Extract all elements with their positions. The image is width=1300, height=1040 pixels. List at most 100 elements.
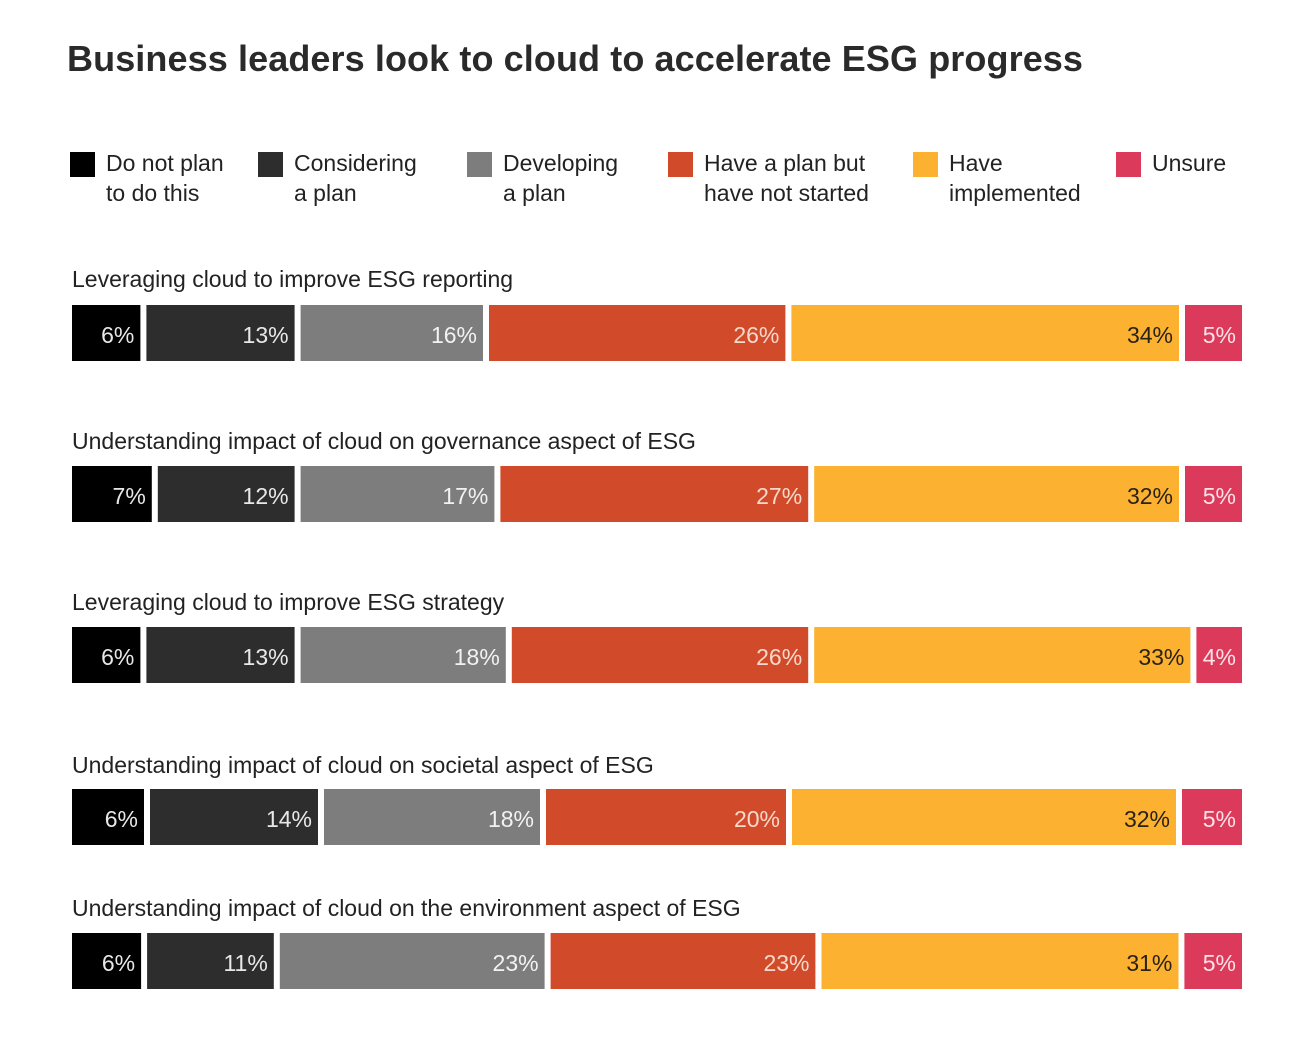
- bar-value-label: 17%: [442, 483, 488, 509]
- bar-rect: [324, 789, 540, 845]
- bar-segment: 4%: [1196, 627, 1242, 683]
- bar-rect: [1185, 466, 1242, 522]
- bar-segment: 5%: [1185, 305, 1242, 361]
- bar-value-label: 20%: [734, 806, 780, 832]
- bar-rect: [1196, 627, 1242, 683]
- bar-rect: [147, 933, 274, 989]
- bar-rect: [146, 305, 295, 361]
- bar-segment: 34%: [791, 305, 1179, 361]
- legend-label: Developing a plan: [503, 150, 619, 206]
- bar-rect: [821, 933, 1179, 989]
- bar-value-label: 13%: [243, 644, 289, 670]
- bar-segment: 16%: [300, 305, 483, 361]
- row-label: Leveraging cloud to improve ESG strategy: [72, 589, 505, 615]
- bar-rect: [511, 627, 809, 683]
- bar-rect: [72, 627, 141, 683]
- legend-swatch: [1116, 152, 1141, 177]
- bar-rect: [300, 627, 506, 683]
- bar-segment: 6%: [72, 789, 144, 845]
- bar-segment: 17%: [300, 466, 495, 522]
- bar-segment: 27%: [500, 466, 809, 522]
- row-label: Leveraging cloud to improve ESG reportin…: [72, 266, 513, 292]
- legend-item-plan-not-started: Have a plan but have not started: [668, 148, 869, 208]
- bar-rect: [279, 933, 545, 989]
- bar-value-label: 13%: [243, 322, 289, 348]
- row-label: Understanding impact of cloud on societa…: [72, 752, 654, 778]
- bar-segment: 14%: [150, 789, 318, 845]
- bar-value-label: 26%: [756, 644, 802, 670]
- bar-segment: 13%: [146, 305, 295, 361]
- bar-value-label: 4%: [1203, 644, 1236, 670]
- bar-value-label: 32%: [1124, 806, 1170, 832]
- bar-segment: 6%: [72, 627, 141, 683]
- bar-segment: 5%: [1185, 466, 1242, 522]
- bar-rect: [157, 466, 295, 522]
- bar-segment: 33%: [814, 627, 1191, 683]
- bar-segment: 7%: [72, 466, 152, 522]
- bar-value-label: 6%: [105, 806, 138, 832]
- bar-value-label: 26%: [733, 322, 779, 348]
- bar-rect: [72, 933, 142, 989]
- bar-value-label: 6%: [101, 322, 134, 348]
- bar-rect: [489, 305, 786, 361]
- bar-rect: [1184, 933, 1242, 989]
- legend-swatch: [467, 152, 492, 177]
- legend-swatch: [913, 152, 938, 177]
- bar-value-label: 7%: [113, 483, 146, 509]
- bar-segment: 26%: [489, 305, 786, 361]
- bar-value-label: 6%: [102, 950, 135, 976]
- bar-rect: [72, 305, 141, 361]
- bar-rect: [500, 466, 809, 522]
- bar-value-label: 23%: [493, 950, 539, 976]
- row-label: Understanding impact of cloud on the env…: [72, 895, 741, 921]
- legend-item-do-not-plan: Do not plan to do this: [70, 148, 224, 208]
- bar-segment: 32%: [792, 789, 1176, 845]
- legend-swatch: [258, 152, 283, 177]
- bar-value-label: 16%: [431, 322, 477, 348]
- bar-segment: 31%: [821, 933, 1179, 989]
- bar-value-label: 23%: [763, 950, 809, 976]
- bar-value-label: 5%: [1203, 806, 1236, 832]
- legend-label: Have a plan but have not started: [704, 150, 869, 206]
- bar-segment: 11%: [147, 933, 274, 989]
- bar-segment: 18%: [324, 789, 540, 845]
- row-label: Understanding impact of cloud on governa…: [72, 428, 696, 454]
- bar-rect: [814, 466, 1179, 522]
- bar-rect: [300, 305, 483, 361]
- legend-item-implemented: Have implemented: [913, 148, 1081, 208]
- bar-rect: [546, 789, 786, 845]
- legend: Do not plan to do this Considering a pla…: [0, 148, 1300, 218]
- bar-value-label: 27%: [756, 483, 802, 509]
- legend-label: Considering a plan: [294, 150, 417, 206]
- bar-segment: 26%: [511, 627, 809, 683]
- bar-rect: [1185, 305, 1242, 361]
- bar-segment: 23%: [550, 933, 816, 989]
- bar-rect: [72, 789, 144, 845]
- bar-rect: [792, 789, 1176, 845]
- bar-value-label: 6%: [101, 644, 134, 670]
- bar-segment: 20%: [546, 789, 786, 845]
- bar-segment: 18%: [300, 627, 506, 683]
- bar-rect: [550, 933, 816, 989]
- bar-value-label: 5%: [1203, 950, 1236, 976]
- bar-value-label: 18%: [454, 644, 500, 670]
- bar-value-label: 11%: [223, 950, 267, 976]
- bar-segment: 13%: [146, 627, 295, 683]
- bar-rect: [1182, 789, 1242, 845]
- bar-value-label: 12%: [243, 483, 289, 509]
- bar-rect: [146, 627, 295, 683]
- bar-value-label: 18%: [488, 806, 534, 832]
- legend-item-considering: Considering a plan: [258, 148, 417, 208]
- bar-value-label: 5%: [1203, 322, 1236, 348]
- legend-swatch: [70, 152, 95, 177]
- bar-segment: 5%: [1184, 933, 1242, 989]
- legend-label: Do not plan to do this: [106, 150, 224, 206]
- bar-segment: 32%: [814, 466, 1179, 522]
- legend-label: Have implemented: [949, 150, 1081, 206]
- bar-value-label: 14%: [266, 806, 312, 832]
- bar-rect: [300, 466, 495, 522]
- bar-rect: [72, 466, 152, 522]
- bar-value-label: 33%: [1138, 644, 1184, 670]
- bar-value-label: 32%: [1127, 483, 1173, 509]
